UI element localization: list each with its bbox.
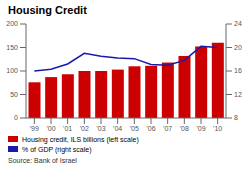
svg-text:'06: '06 xyxy=(146,125,155,132)
svg-text:24: 24 xyxy=(234,20,242,27)
svg-text:'04: '04 xyxy=(113,125,122,132)
svg-text:'09: '09 xyxy=(196,125,205,132)
svg-text:16: 16 xyxy=(234,67,242,74)
html-text:Housing credit, ILS billions (: Housing credit, ILS billions (left scale… xyxy=(22,135,139,143)
html-text:% of GDP (right scale): % of GDP (right scale) xyxy=(22,145,92,153)
svg-text:'01: '01 xyxy=(63,125,72,132)
svg-text:12: 12 xyxy=(234,91,242,98)
svg-text:50: 50 xyxy=(10,91,18,98)
svg-text:0: 0 xyxy=(14,114,18,121)
svg-text:'08: '08 xyxy=(180,125,189,132)
svg-text:100: 100 xyxy=(8,67,18,74)
svg-text:'02: '02 xyxy=(80,125,89,132)
svg-text:'05: '05 xyxy=(130,125,139,132)
html-text:Source: Bank of Israel: Source: Bank of Israel xyxy=(8,157,77,164)
svg-text:8: 8 xyxy=(234,114,238,121)
svg-text:'00: '00 xyxy=(46,125,55,132)
html-text:Housing Credit: Housing Credit xyxy=(8,4,87,16)
svg-text:150: 150 xyxy=(8,44,18,51)
svg-text:'07: '07 xyxy=(163,125,172,132)
svg-text:20: 20 xyxy=(234,44,242,51)
svg-text:'03: '03 xyxy=(96,125,105,132)
svg-text:'99: '99 xyxy=(30,125,39,132)
svg-text:200: 200 xyxy=(8,20,18,27)
svg-text:'10: '10 xyxy=(213,125,222,132)
